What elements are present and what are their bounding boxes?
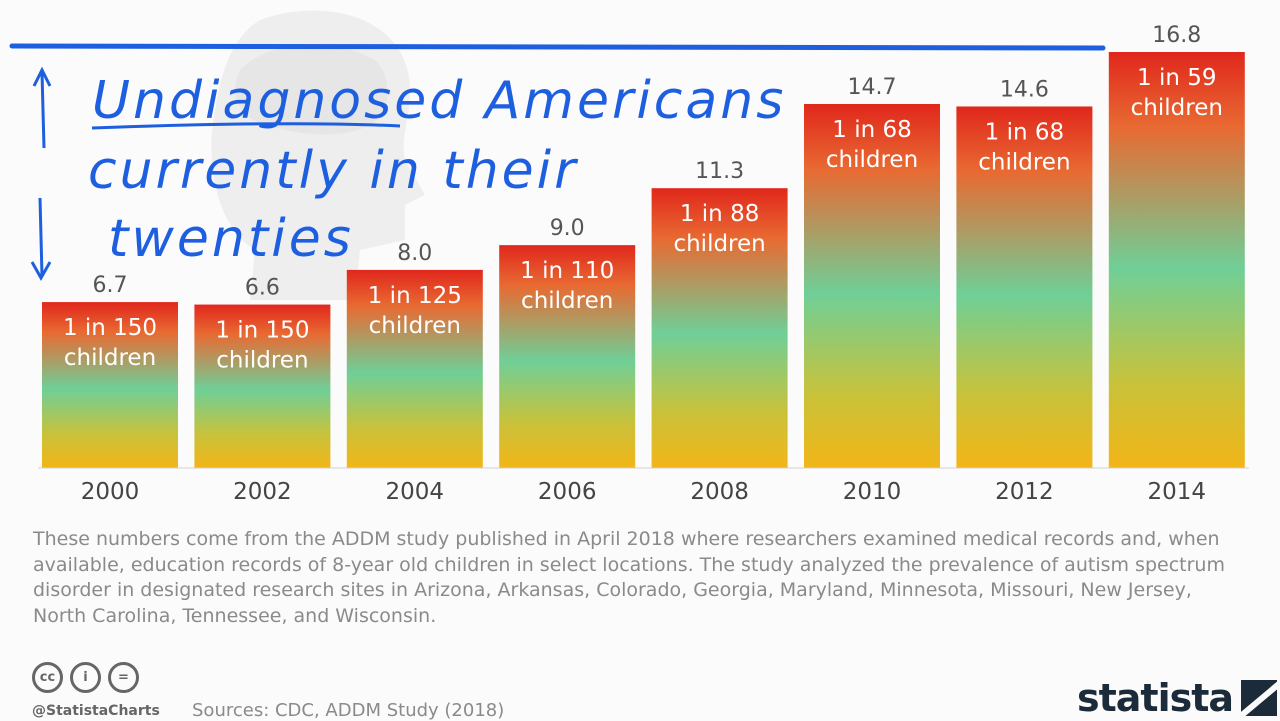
bar-inner-label-2012-1: 1 in 68 [985, 119, 1065, 145]
sources-text: Sources: CDC, ADDM Study (2018) [192, 700, 505, 721]
bar-inner-label-2010-2: children [826, 147, 918, 173]
x-tick-2000: 2000 [81, 479, 140, 505]
bar-inner-label-2012-2: children [978, 149, 1070, 175]
head-watermark-icon [211, 10, 425, 300]
x-tick-2006: 2006 [538, 479, 597, 505]
bar-inner-label-2006-1: 1 in 110 [520, 258, 614, 284]
no-derivatives-icon: = [108, 662, 139, 693]
brand-name: statista [1077, 676, 1234, 720]
down-arrow-icon [30, 197, 52, 282]
bar-inner-label-2014-2: children [1131, 95, 1223, 121]
bar-2008 [651, 188, 788, 468]
bar-2012 [956, 106, 1093, 468]
x-tick-2002: 2002 [233, 479, 292, 505]
bar-inner-label-2010-1: 1 in 68 [832, 117, 912, 143]
statista-brand: statista [1077, 676, 1278, 720]
up-arrow-icon [32, 66, 52, 149]
bar-inner-label-2008-2: children [673, 231, 765, 257]
bar-inner-label-2014-1: 1 in 59 [1137, 65, 1217, 91]
bar-inner-label-2004-2: children [369, 313, 461, 339]
bar-inner-label-2000-2: children [64, 345, 156, 371]
handwritten-annotation: Undiagnosed Americans currently in their… [9, 43, 1106, 282]
bar-2014 [1108, 52, 1245, 468]
statista-handle: @StatistaCharts [32, 703, 160, 719]
value-label-2000: 6.7 [93, 273, 128, 298]
x-tick-2014: 2014 [1148, 479, 1207, 505]
bar-series: 6.7 1 in 150 children 2000 6.6 1 in 150 childr… [38, 23, 1249, 505]
value-label-2004: 8.0 [397, 241, 432, 266]
bar-2006 [499, 245, 636, 468]
value-label-2012: 14.6 [1000, 77, 1049, 102]
value-label-2010: 14.7 [848, 75, 897, 100]
annotation-line-2: currently in their [88, 141, 579, 201]
bar-inner-label-2006-2: children [521, 288, 613, 314]
x-tick-2004: 2004 [386, 479, 445, 505]
x-tick-2012: 2012 [995, 479, 1054, 505]
license-icons: cc i = [32, 662, 139, 693]
annotation-underline [91, 122, 401, 130]
x-tick-2010: 2010 [843, 479, 902, 505]
bar-inner-label-2000-1: 1 in 150 [63, 315, 157, 341]
attribution-icon: i [70, 662, 101, 693]
creative-commons-icon: cc [32, 662, 63, 693]
value-label-2014: 16.8 [1152, 23, 1201, 48]
bar-2000 [42, 302, 178, 468]
statista-logo-icon [1241, 680, 1278, 716]
annotation-top-line [9, 43, 1106, 51]
bar-inner-label-2002-1: 1 in 150 [215, 318, 309, 344]
value-label-2008: 11.3 [695, 159, 744, 184]
value-label-2006: 9.0 [550, 216, 585, 241]
annotation-line-1: Undiagnosed Americans [92, 71, 786, 131]
bar-inner-label-2008-1: 1 in 88 [680, 201, 760, 227]
bar-2004 [346, 269, 483, 468]
footnote-text: These numbers come from the ADDM study p… [33, 528, 1225, 627]
x-tick-2008: 2008 [690, 479, 749, 505]
value-label-2002: 6.6 [245, 276, 280, 301]
annotation-line-3: twenties [108, 209, 354, 269]
bar-2010 [804, 104, 940, 468]
bar-2002 [194, 304, 331, 468]
bar-inner-label-2004-1: 1 in 125 [368, 283, 462, 309]
bar-inner-label-2002-2: children [216, 348, 308, 374]
